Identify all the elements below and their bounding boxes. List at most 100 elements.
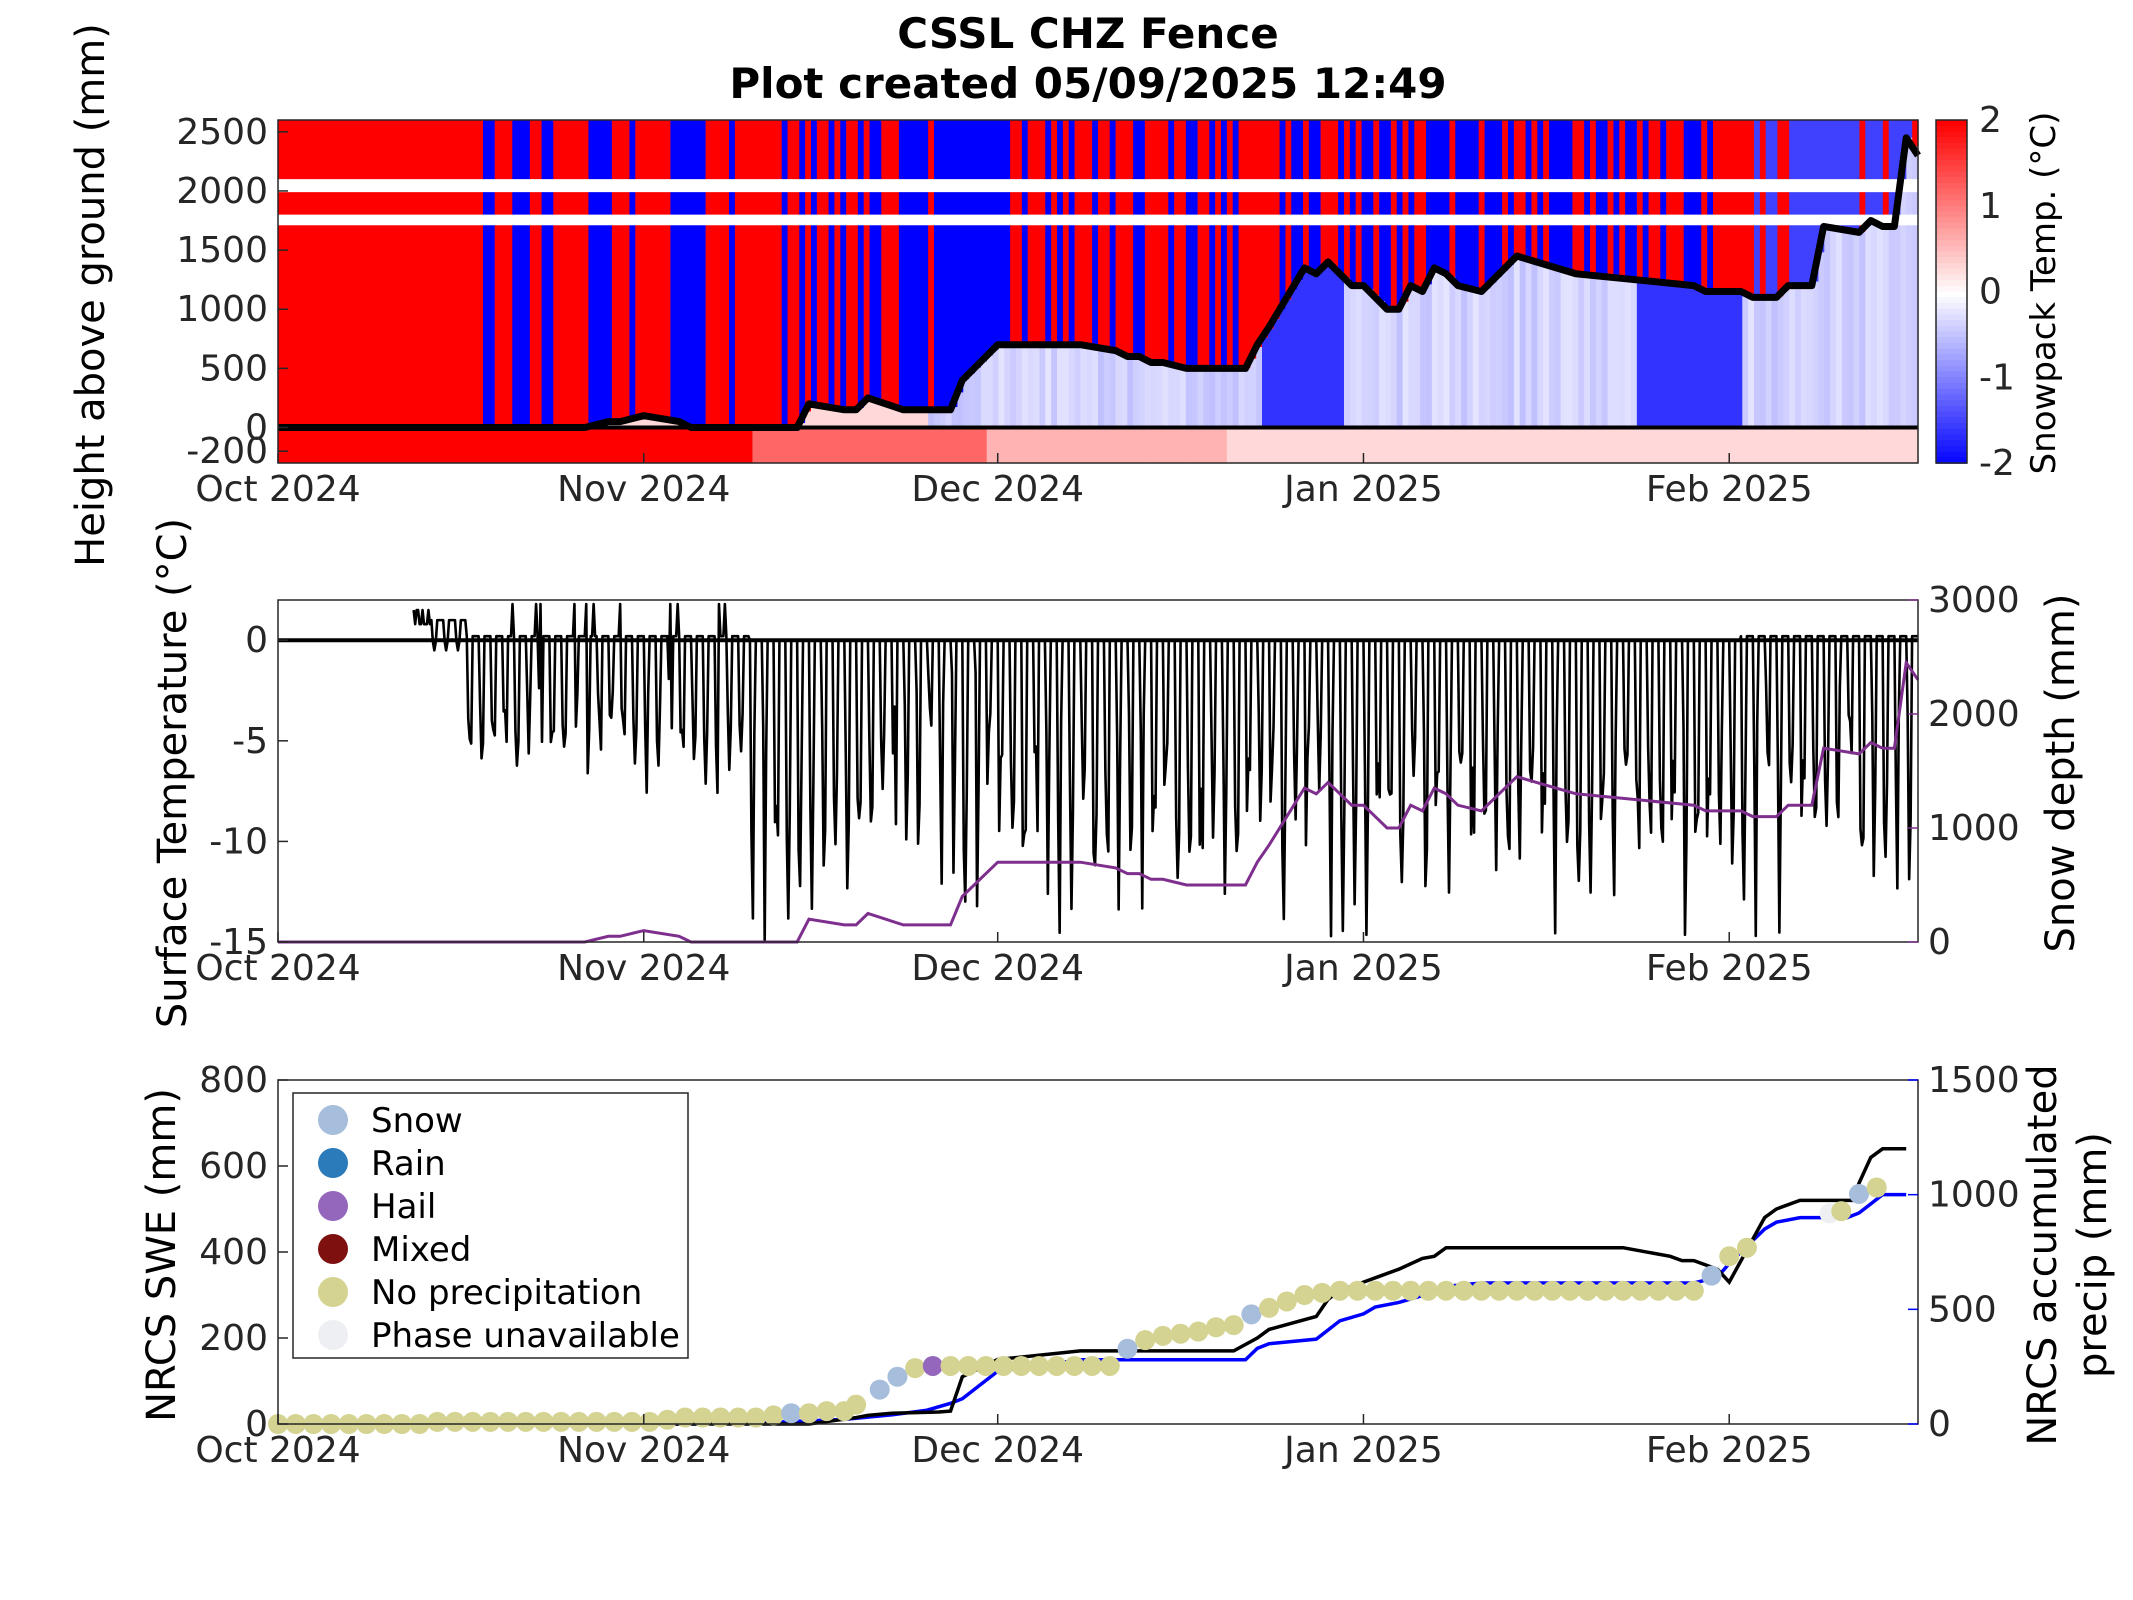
heatmap-column-air xyxy=(775,120,783,428)
heatmap-column-snow xyxy=(1847,230,1855,428)
heatmap-column-air xyxy=(1449,120,1456,278)
heatmap-column-air xyxy=(1748,120,1755,296)
heatmap-column-ground xyxy=(401,427,408,463)
heatmap-column-ground xyxy=(1877,427,1884,463)
heatmap-column-air xyxy=(1836,120,1843,229)
heatmap-column-ground xyxy=(1402,427,1410,463)
heatmap-column-air xyxy=(395,120,402,428)
heatmap-column-ground xyxy=(1361,427,1369,463)
heatmap-column-air xyxy=(1707,120,1714,292)
heatmap-column-air xyxy=(1754,120,1761,298)
panel1-xtick-label: Oct 2024 xyxy=(195,469,360,510)
heatmap-column-ground xyxy=(512,427,519,463)
precip-phase-marker xyxy=(728,1407,749,1428)
colorbar-segment xyxy=(1936,262,1967,270)
heatmap-column-air xyxy=(1379,120,1386,302)
heatmap-column-snow xyxy=(1332,266,1339,428)
heatmap-column-air xyxy=(641,120,648,417)
heatmap-column-ground xyxy=(529,427,537,463)
panel2-right-tick-label: 1000 xyxy=(1928,808,2020,849)
precip-phase-marker xyxy=(958,1355,979,1376)
heatmap-column-ground xyxy=(1554,427,1562,463)
heatmap-column-air xyxy=(524,120,531,428)
heatmap-column-air xyxy=(1461,120,1468,287)
heatmap-column-ground xyxy=(746,427,754,463)
heatmap-column-ground xyxy=(1666,427,1673,463)
heatmap-column-ground xyxy=(324,427,332,463)
heatmap-column-ground xyxy=(289,427,297,463)
panel3-ytick-label: 600 xyxy=(199,1146,268,1187)
precip-phase-marker xyxy=(498,1411,519,1432)
missing-data-band xyxy=(278,214,1918,226)
heatmap-column-snow xyxy=(1718,291,1726,428)
heatmap-column-ground xyxy=(1162,427,1169,463)
colorbar-segment xyxy=(1936,382,1967,390)
heatmap-column-air xyxy=(541,120,549,428)
panel3-xtick-label: Nov 2024 xyxy=(557,1430,730,1471)
heatmap-column-snow xyxy=(1092,346,1099,428)
heatmap-column-ground xyxy=(383,427,390,463)
heatmap-column-air xyxy=(600,120,607,424)
heatmap-column-ground xyxy=(611,427,619,463)
heatmap-column-snow xyxy=(852,409,859,428)
precip-phase-marker xyxy=(1347,1280,1368,1301)
heatmap-column-air xyxy=(477,120,484,428)
heatmap-column-snow xyxy=(863,402,871,428)
heatmap-column-air xyxy=(1156,120,1164,363)
heatmap-column-ground xyxy=(418,427,426,463)
panel3-right-tick-label: 0 xyxy=(1928,1404,1951,1445)
panel3-xtick-label: Feb 2025 xyxy=(1646,1430,1813,1471)
heatmap-column-air xyxy=(1344,120,1351,278)
colorbar-segment xyxy=(1936,451,1967,459)
heatmap-column-ground xyxy=(887,427,894,463)
heatmap-column-air xyxy=(442,120,449,428)
heatmap-column-ground xyxy=(781,427,789,463)
colorbar-tick-label: -1 xyxy=(1979,357,2015,398)
heatmap-column-air xyxy=(1478,120,1486,291)
heatmap-column-air xyxy=(764,120,771,428)
heatmap-column-ground xyxy=(1010,427,1017,463)
heatmap-column-air xyxy=(1185,120,1193,369)
heatmap-column-air xyxy=(975,120,982,368)
heatmap-column-ground xyxy=(770,427,777,463)
heatmap-column-ground xyxy=(1800,427,1808,463)
heatmap-column-air xyxy=(1057,120,1064,345)
heatmap-column-snow xyxy=(647,416,654,428)
heatmap-column-ground xyxy=(1783,427,1790,463)
heatmap-column-ground xyxy=(1385,427,1392,463)
colorbar-segment xyxy=(1936,160,1967,167)
precip-phase-marker xyxy=(1294,1285,1315,1305)
heatmap-column-ground xyxy=(1068,427,1076,463)
colorbar-tick-label: -2 xyxy=(1979,443,2015,484)
precip-phase-marker xyxy=(816,1401,837,1422)
heatmap-column-air xyxy=(436,120,443,428)
heatmap-column-air xyxy=(1385,120,1392,308)
heatmap-column-air xyxy=(1484,120,1492,289)
heatmap-column-air xyxy=(1590,120,1597,276)
heatmap-column-air xyxy=(301,120,308,428)
heatmap-column-ground xyxy=(975,427,982,463)
heatmap-column-ground xyxy=(1824,427,1831,463)
heatmap-column-air xyxy=(1045,120,1052,345)
heatmap-column-ground xyxy=(1344,427,1351,463)
heatmap-column-snow xyxy=(828,407,836,428)
colorbar-segment xyxy=(1936,257,1967,264)
heatmap-column-snow xyxy=(1771,297,1779,428)
heatmap-column-air xyxy=(424,120,431,428)
heatmap-column-ground xyxy=(1033,427,1041,463)
heatmap-column-snow xyxy=(1695,286,1702,428)
precip-phase-marker xyxy=(515,1411,536,1432)
heatmap-column-ground xyxy=(488,427,496,463)
heatmap-column-ground xyxy=(447,427,455,463)
heatmap-column-snow xyxy=(969,373,976,428)
heatmap-column-ground xyxy=(980,427,988,463)
heatmap-column-ground xyxy=(1519,427,1527,463)
heatmap-column-air xyxy=(1021,120,1029,345)
heatmap-column-ground xyxy=(623,427,631,463)
heatmap-column-ground xyxy=(471,427,478,463)
panel3-xtick-label: Oct 2024 xyxy=(195,1430,360,1471)
heatmap-column-snow xyxy=(799,423,806,428)
heatmap-column-snow xyxy=(635,417,642,428)
heatmap-column-ground xyxy=(811,427,818,463)
